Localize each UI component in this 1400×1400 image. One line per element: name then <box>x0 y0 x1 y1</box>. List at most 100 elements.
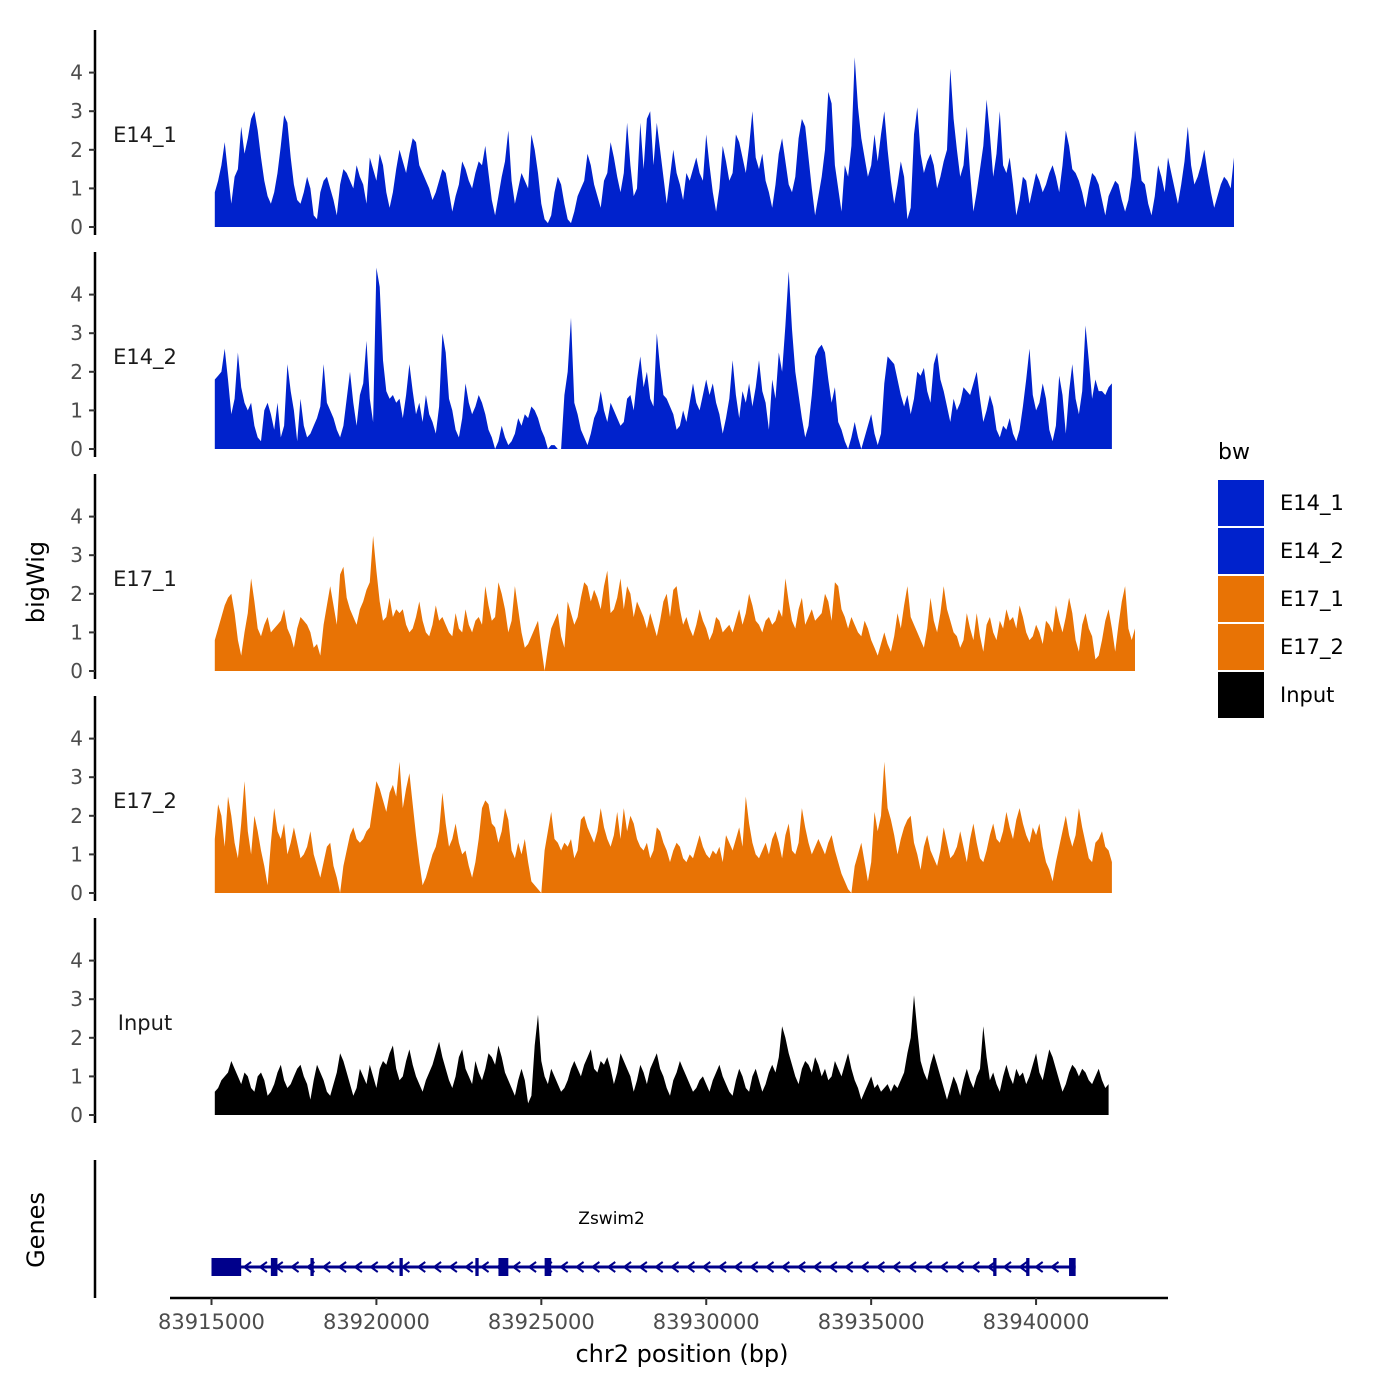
track-panel-E17_1: 0 1 2 3 4 E17_1 <box>70 474 1136 683</box>
legend-label-E14_2: E14_2 <box>1280 539 1344 564</box>
gene-exon <box>993 1258 997 1276</box>
strand-arrow <box>954 1261 965 1273</box>
strand-arrow <box>938 1261 949 1273</box>
x-tick-label: 83930000 <box>653 1310 760 1334</box>
legend-swatch-E14_1 <box>1218 480 1264 526</box>
track-label: E17_1 <box>113 567 177 592</box>
legend: bw E14_1 E14_2 E17_1 E17_2 Input <box>1218 440 1344 718</box>
track-label: E14_2 <box>113 345 177 370</box>
x-tick-label: 83920000 <box>323 1310 430 1334</box>
x-tick-label: 83915000 <box>158 1310 265 1334</box>
y-tick-label: 3 <box>70 99 83 123</box>
strand-arrow <box>448 1261 458 1273</box>
x-axis-title: chr2 position (bp) <box>575 1340 788 1368</box>
y-tick-label: 0 <box>70 437 83 461</box>
strand-arrow <box>242 1261 252 1273</box>
y-tick-label: 0 <box>70 659 83 683</box>
y-tick-label: 0 <box>70 1103 83 1127</box>
strand-arrow <box>622 1261 632 1273</box>
y-tick-label: 1 <box>70 620 83 644</box>
strand-arrow <box>701 1261 711 1273</box>
legend-label-E17_2: E17_2 <box>1280 635 1344 660</box>
y-tick-label: 1 <box>70 398 83 422</box>
strand-arrow <box>669 1261 680 1273</box>
strand-arrow <box>369 1261 379 1273</box>
gene-label: Zswim2 <box>578 1209 645 1229</box>
y-tick-label: 2 <box>70 1026 83 1050</box>
y-tick-label: 2 <box>70 582 83 606</box>
y-tick-label: 4 <box>70 949 83 973</box>
track-label: Input <box>118 1011 172 1035</box>
y-tick-label: 0 <box>70 881 83 905</box>
strand-arrow <box>970 1261 980 1273</box>
track-panel-Input: 0 1 2 3 4 Input <box>70 918 1109 1127</box>
strand-arrow <box>986 1261 996 1273</box>
strand-arrow <box>606 1261 616 1273</box>
genes-axis-title: Genes <box>22 1192 50 1268</box>
strand-arrow <box>796 1261 806 1273</box>
legend-swatch-E17_1 <box>1218 576 1264 622</box>
track-panel-E17_2: 0 1 2 3 4 E17_2 <box>70 696 1112 905</box>
strand-arrow <box>875 1261 885 1273</box>
legend-label-E17_1: E17_1 <box>1280 587 1344 612</box>
strand-arrow <box>574 1261 585 1273</box>
track-label: E14_1 <box>113 123 177 148</box>
y-tick-label: 4 <box>70 283 83 307</box>
signal-area-E14_2 <box>214 267 1112 449</box>
y-tick-label: 3 <box>70 765 83 789</box>
gene-exon <box>498 1258 509 1276</box>
strand-arrow <box>733 1261 743 1273</box>
gene-panel: Zswim2 <box>93 1160 1076 1298</box>
legend-swatch-E14_2 <box>1218 528 1264 574</box>
strand-arrow <box>416 1261 426 1273</box>
gene-exon <box>1026 1258 1030 1276</box>
y-tick-label: 2 <box>70 804 83 828</box>
strand-arrow <box>511 1261 521 1273</box>
y-tick-label: 3 <box>70 987 83 1011</box>
gene-exon <box>270 1258 278 1276</box>
gene-exon <box>475 1258 479 1276</box>
strand-arrow <box>1002 1261 1012 1273</box>
strand-arrow <box>780 1261 790 1273</box>
x-tick-label: 83940000 <box>983 1310 1090 1334</box>
y-tick-label: 4 <box>70 61 83 85</box>
legend-swatch-E17_2 <box>1218 624 1264 670</box>
y-tick-label: 1 <box>70 842 83 866</box>
signal-area-E14_1 <box>214 57 1235 228</box>
x-tick-label: 83925000 <box>488 1310 595 1334</box>
legend-label-Input: Input <box>1280 683 1334 707</box>
strand-arrow <box>654 1261 664 1273</box>
strand-arrow <box>559 1261 569 1273</box>
strand-arrow <box>907 1261 917 1273</box>
track-panel-E14_1: 0 1 2 3 4 E14_1 <box>70 30 1235 239</box>
signal-area-E17_1 <box>214 535 1136 671</box>
signal-area-E17_2 <box>214 761 1112 893</box>
strand-arrow <box>353 1261 363 1273</box>
legend-label-E14_1: E14_1 <box>1280 491 1344 516</box>
strand-arrow <box>764 1261 775 1273</box>
x-axis: 83915000 83920000 83925000 83930000 83935000… <box>158 1296 1168 1334</box>
gene-exon <box>399 1258 403 1276</box>
strand-arrow <box>717 1261 727 1273</box>
strand-arrow <box>685 1261 695 1273</box>
y-tick-label: 4 <box>70 727 83 751</box>
strand-arrow <box>289 1261 300 1273</box>
strand-arrow <box>859 1261 870 1273</box>
strand-arrow <box>464 1261 474 1273</box>
strand-arrow <box>432 1261 442 1273</box>
gene-exon <box>211 1258 242 1276</box>
y-tick-label: 4 <box>70 505 83 529</box>
strand-arrow <box>891 1261 901 1273</box>
y-tick-label: 1 <box>70 1064 83 1088</box>
y-tick-label: 2 <box>70 360 83 384</box>
strand-arrow <box>749 1261 759 1273</box>
y-tick-label: 2 <box>70 138 83 162</box>
strand-arrow <box>590 1261 600 1273</box>
gene-exon <box>544 1258 552 1276</box>
strand-arrow <box>923 1261 933 1273</box>
gene-exon <box>310 1258 314 1276</box>
strand-arrow <box>844 1261 854 1273</box>
signal-area-Input <box>214 995 1109 1115</box>
gene-exon <box>1069 1258 1076 1276</box>
